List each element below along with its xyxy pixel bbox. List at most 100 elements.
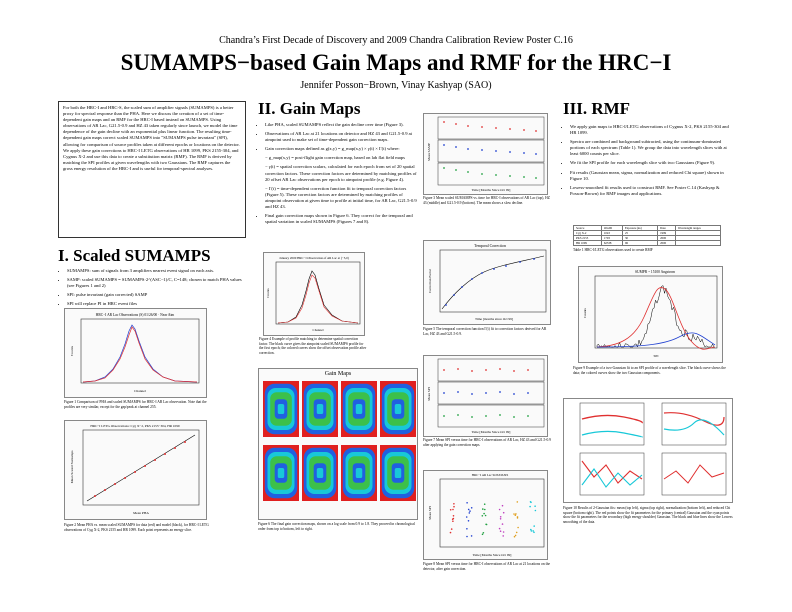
fig8-point xyxy=(470,507,473,509)
table-cell xyxy=(674,240,722,246)
fig8-point xyxy=(452,515,455,517)
fig8-point xyxy=(532,530,534,532)
gain-map-ring xyxy=(316,403,324,415)
caption-fig10: Figure 10 Results of 2-Gaussian fits: me… xyxy=(563,506,733,524)
fig3-xlabel: Time [Months Since Oct 99] xyxy=(472,188,511,192)
fig8-point xyxy=(452,508,454,511)
fig2-ylabel: Mean Scaled Sumamps xyxy=(70,450,74,483)
caption-fig5: Figure 5 The temporal correction functio… xyxy=(423,327,547,336)
figure-2: HRC−I LETG Observations: Cyg X−2, PKS 21… xyxy=(64,420,207,520)
fig1-frame xyxy=(80,318,200,384)
fig8-frame xyxy=(439,478,545,548)
fig5-fit-curve xyxy=(441,255,545,310)
fig9-data-histogram xyxy=(596,285,715,348)
section-gain-maps: II. Gain Maps xyxy=(258,99,361,118)
fig4-xlabel: Channel xyxy=(313,328,324,332)
figure-8: HRC−I AR Lac SOS/DZ/RS Time [Months Sinc… xyxy=(423,470,548,560)
caption-table1: Table 1 HRC-I/LETG observations used to … xyxy=(573,248,653,252)
authors: Jennifer Posson−Brown, Vinay Kashyap (SA… xyxy=(300,80,492,91)
fig8-point xyxy=(515,531,518,534)
caption-fig8: Figure 8 Mean SPI versus time for HRC-I … xyxy=(423,562,550,571)
fig8-point xyxy=(469,510,471,512)
fig8-point xyxy=(467,520,470,522)
fig7-panel-top xyxy=(437,358,545,382)
fig8-title: HRC−I AR Lac SOS/DZ/RS xyxy=(472,473,509,477)
fig1-ylabel: Counts xyxy=(70,345,74,356)
gain-map-ring xyxy=(394,403,402,415)
fig8-point xyxy=(465,516,468,518)
fig10-mean-primary xyxy=(581,414,643,424)
fig8-point xyxy=(499,518,502,520)
caption-fig4: Figure 4 Example of profile matching to … xyxy=(259,337,367,355)
fig8-point xyxy=(501,523,504,525)
figure-4: January 2000 HRC−I Observation of AR Lac… xyxy=(263,252,365,336)
fig5-points xyxy=(445,258,535,306)
fig8-point xyxy=(499,530,502,532)
fig7-hz43-points xyxy=(443,391,529,395)
fig3-arlac-points xyxy=(443,121,537,132)
table-row: HR 1099 62538 96 2000 xyxy=(573,240,722,246)
fig8-points xyxy=(449,501,537,538)
fig9-xlabel: SPI xyxy=(654,354,660,358)
fig10-norm-panel xyxy=(579,452,645,496)
bullet: SPI: pulse invariant (gain corrected) SA… xyxy=(67,292,248,298)
fig5-plot: Temporal Correction Time [months since O… xyxy=(428,244,547,321)
gain-map-thumbnail xyxy=(341,445,377,501)
fig5-title: Temporal Correction xyxy=(474,244,506,248)
section-scaled-sumamps: I. Scaled SUMAMPS xyxy=(58,246,211,265)
bullet: Lowess-smoothed fit results used to cons… xyxy=(570,185,729,197)
fig8-point xyxy=(499,516,502,518)
fig8-plot: HRC−I AR Lac SOS/DZ/RS Time [Months Sinc… xyxy=(428,473,545,557)
fig8-point xyxy=(502,531,505,533)
figure-3: Time [Months Since Oct 99] Mean SAMP xyxy=(423,113,548,195)
fig1-xlabel: Channel xyxy=(134,389,146,393)
bullet: Like PHA, scaled SUMAMPS reflect the gai… xyxy=(265,122,419,128)
gain-map-ring xyxy=(355,467,363,479)
fig8-point xyxy=(449,531,452,534)
gain-map-thumbnail xyxy=(263,381,299,437)
bullet: Gain correction maps defined as g(x,y) =… xyxy=(265,146,419,152)
fig8-point xyxy=(498,527,501,530)
intro-box: For both the HRC-I and HRC-S, the scaled… xyxy=(58,101,246,238)
fig8-point xyxy=(513,535,516,538)
fig8-point xyxy=(498,508,501,511)
fig6-title: Gain Maps xyxy=(324,371,352,377)
bullet: SAMP: scaled SUMAMPS = SUMAMPS·2^(ASC−1)… xyxy=(67,277,248,289)
figure-7: Time [Months Since Oct 99] Mean SPI xyxy=(423,355,548,437)
fig8-point xyxy=(502,535,504,537)
fig8-point xyxy=(534,505,536,507)
fig10-sigma-primary xyxy=(663,412,725,426)
caption-fig7: Figure 7 Mean SPI versus time for HRC-I … xyxy=(423,438,551,447)
fig8-point xyxy=(517,526,519,529)
fig8-point xyxy=(514,514,517,516)
fig8-point xyxy=(466,528,468,530)
fig9-ylabel: Counts xyxy=(583,308,587,318)
gain-map-thumbnail xyxy=(380,445,416,501)
sub-bullet: − g_map(x,y) = post-flight gain correcti… xyxy=(265,155,405,161)
rmf-bullets: We apply gain maps to HRC-I/LETG observa… xyxy=(561,124,729,200)
fig8-point xyxy=(484,514,487,517)
fig8-point xyxy=(452,520,454,522)
fig9-plot: SUMPR ~ 15100 Angstrom SPI Counts xyxy=(583,270,718,358)
fig8-point xyxy=(534,509,537,512)
caption-fig3: Figure 3 Mean scaled SUMAMPS vs. time fo… xyxy=(423,196,550,205)
fig9-primary-gaussian xyxy=(596,287,716,350)
fig1-title: HRC−I AR Lac Observations (S) 01/26/00 ·… xyxy=(96,313,175,317)
bullet: SUMAMPS: sum of signals from 3 amplifier… xyxy=(67,268,248,274)
fig1-plot: HRC−I AR Lac Observations (S) 01/26/00 ·… xyxy=(70,313,200,393)
fig8-point xyxy=(533,531,535,534)
fig7-plot: Time [Months Since Oct 99] Mean SPI xyxy=(427,358,545,434)
fig3-panel-top xyxy=(437,116,545,140)
fig8-point xyxy=(513,513,515,515)
gain-map-thumbnail xyxy=(380,381,416,437)
fig8-point xyxy=(483,503,486,505)
caption-fig6: Figure 6 The final gain correction maps,… xyxy=(258,522,415,531)
fig4-frame xyxy=(275,261,361,325)
gain-map-grid xyxy=(263,381,416,501)
fig1-sumamps-curve xyxy=(82,324,198,383)
fig8-point xyxy=(485,523,487,526)
table-cell: 62538 xyxy=(600,240,623,246)
fig10-mean-secondary xyxy=(581,430,643,438)
fig2-frame xyxy=(82,429,200,506)
gain-map-ring xyxy=(355,403,363,415)
